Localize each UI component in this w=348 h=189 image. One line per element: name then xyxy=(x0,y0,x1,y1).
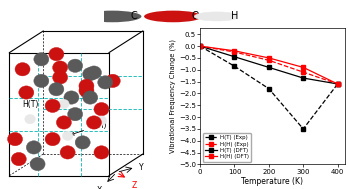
Circle shape xyxy=(34,74,49,88)
H(H) (DFT) xyxy=(232,50,237,52)
Circle shape xyxy=(53,61,68,74)
H(H) (Exp) xyxy=(267,59,271,61)
Circle shape xyxy=(75,136,90,149)
Circle shape xyxy=(144,11,202,22)
Circle shape xyxy=(25,115,35,124)
Y-axis label: Vibrational Frequency Change (%): Vibrational Frequency Change (%) xyxy=(169,39,176,153)
H(T) (DFT) xyxy=(198,45,202,47)
Text: Y: Y xyxy=(139,163,144,172)
Circle shape xyxy=(96,116,107,125)
H(H) (DFT) xyxy=(267,57,271,59)
Line: H(T) (DFT): H(T) (DFT) xyxy=(198,44,340,86)
Circle shape xyxy=(19,86,34,99)
H(H) (Exp) xyxy=(232,51,237,53)
Circle shape xyxy=(68,59,83,72)
Circle shape xyxy=(8,132,23,146)
H(T) (DFT) xyxy=(267,66,271,69)
Circle shape xyxy=(105,74,120,88)
H(T) (Exp) xyxy=(267,88,271,90)
Circle shape xyxy=(94,146,109,159)
Circle shape xyxy=(94,102,109,116)
Circle shape xyxy=(64,91,79,104)
H(H) (Exp) xyxy=(198,45,202,47)
Circle shape xyxy=(60,146,75,159)
Text: H(H): H(H) xyxy=(71,121,106,135)
H(H) (DFT) xyxy=(198,45,202,47)
Circle shape xyxy=(62,131,73,140)
Text: C: C xyxy=(131,12,137,21)
Circle shape xyxy=(45,99,60,112)
Text: O: O xyxy=(192,12,199,21)
Circle shape xyxy=(79,84,94,97)
H(T) (Exp) xyxy=(335,83,340,85)
Circle shape xyxy=(26,141,41,154)
Circle shape xyxy=(34,53,49,66)
Circle shape xyxy=(56,116,71,129)
H(H) (Exp) xyxy=(301,71,305,73)
Circle shape xyxy=(194,12,239,21)
Text: X: X xyxy=(97,186,102,189)
Circle shape xyxy=(86,66,102,79)
Circle shape xyxy=(30,157,45,171)
Circle shape xyxy=(98,76,113,89)
Circle shape xyxy=(68,108,83,121)
Circle shape xyxy=(83,91,98,104)
Circle shape xyxy=(79,79,94,93)
Circle shape xyxy=(45,132,60,146)
H(H) (Exp) xyxy=(335,83,340,85)
H(H) (DFT) xyxy=(335,83,340,85)
H(H) (DFT) xyxy=(301,66,305,69)
Circle shape xyxy=(49,83,64,96)
Circle shape xyxy=(58,99,69,109)
H(T) (DFT) xyxy=(335,83,340,85)
Legend: H(T) (Exp), H(H) (Exp), H(T) (DFT), H(H) (DFT): H(T) (Exp), H(H) (Exp), H(T) (DFT), H(H)… xyxy=(203,133,251,162)
Line: H(T) (Exp): H(T) (Exp) xyxy=(198,44,340,131)
Circle shape xyxy=(86,116,102,129)
H(T) (Exp) xyxy=(301,128,305,130)
Circle shape xyxy=(15,63,30,76)
Circle shape xyxy=(11,152,26,166)
Text: H: H xyxy=(231,12,239,21)
Text: H(T): H(T) xyxy=(22,100,38,109)
Line: H(H) (Exp): H(H) (Exp) xyxy=(198,44,340,86)
Circle shape xyxy=(83,67,98,81)
Line: H(H) (DFT): H(H) (DFT) xyxy=(198,44,340,86)
H(T) (DFT) xyxy=(232,56,237,58)
X-axis label: Temperature (K): Temperature (K) xyxy=(241,177,303,186)
H(T) (Exp) xyxy=(232,65,237,67)
Text: Z: Z xyxy=(132,181,137,189)
H(T) (DFT) xyxy=(301,77,305,79)
Circle shape xyxy=(49,47,64,61)
Circle shape xyxy=(53,71,68,84)
Circle shape xyxy=(83,11,141,22)
H(T) (Exp) xyxy=(198,45,202,47)
